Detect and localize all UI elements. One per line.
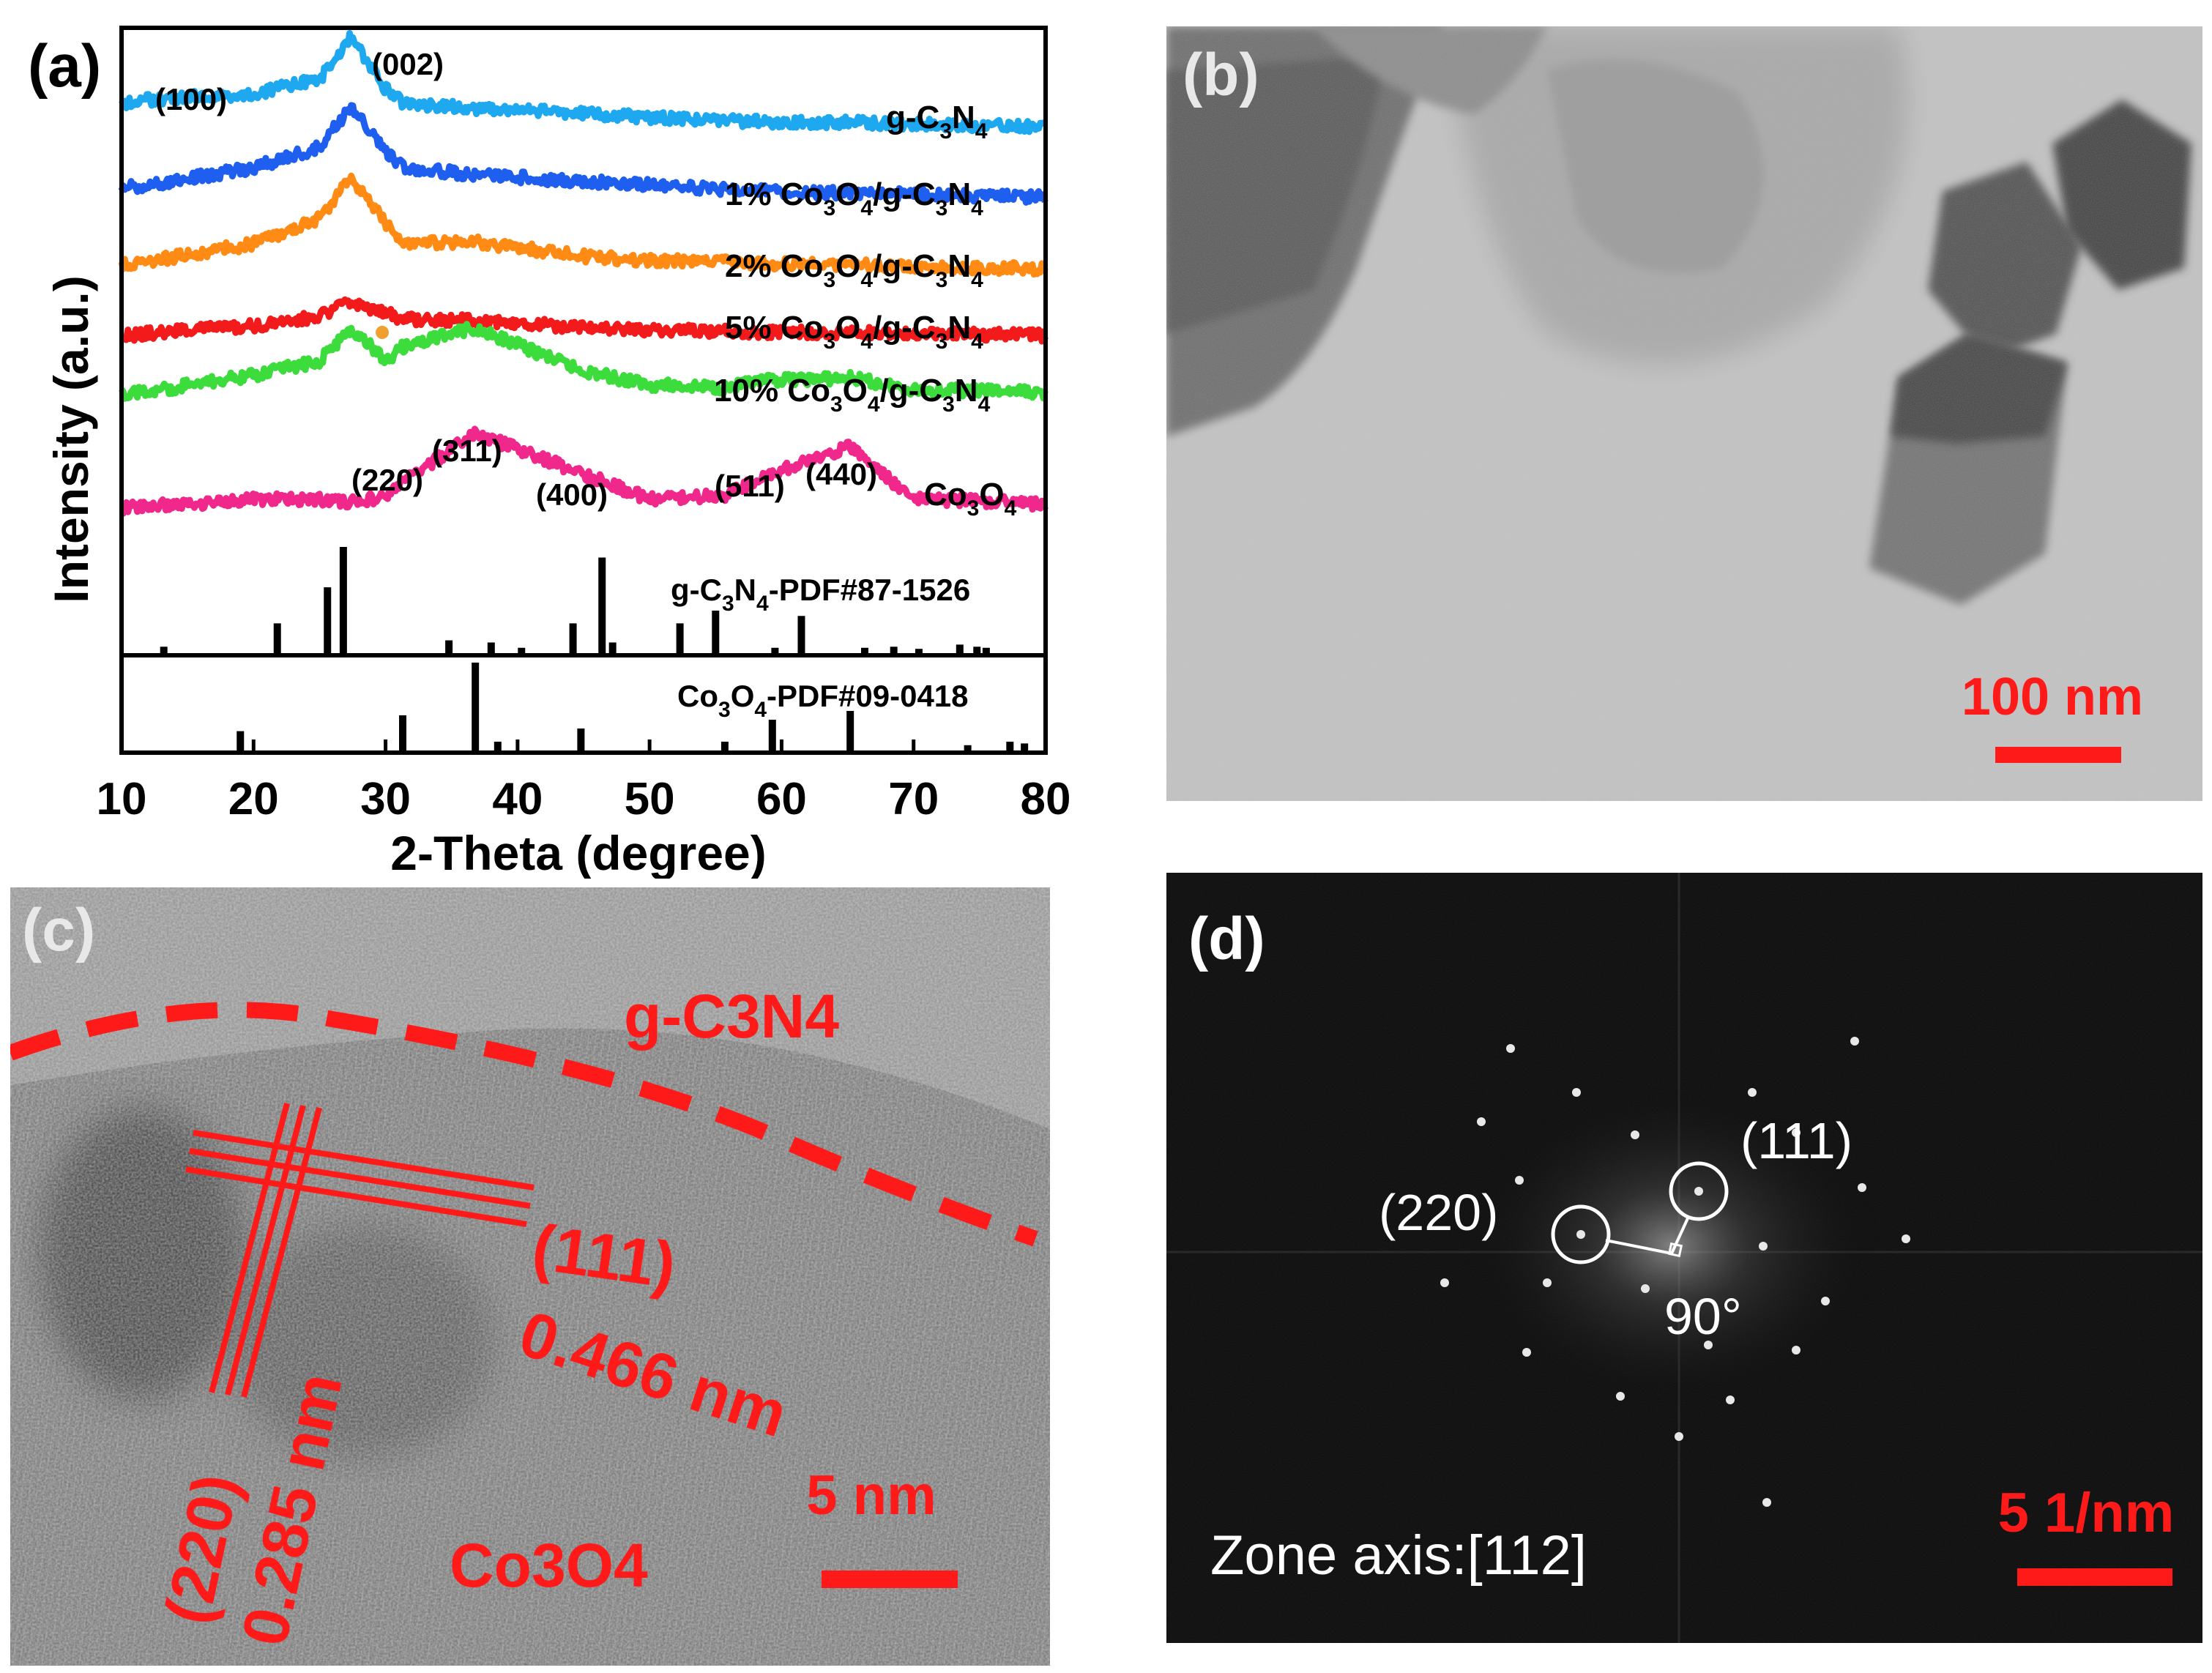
label-2pct: 2% Co3O4/g-C3N4 (725, 248, 983, 292)
xrd-series-line (118, 102, 1049, 206)
panel-b-scale-text: 100 nm (1962, 668, 2143, 726)
x-tick-label: 70 (888, 774, 939, 824)
xrd-chart: (a) Intensity (a.u.) 10 20 30 40 50 60 70 80 2-… (28, 26, 1071, 879)
diffraction-spot (1792, 1128, 1800, 1137)
peak-label-002: (002) (372, 47, 444, 81)
diffraction-spot (1641, 1284, 1650, 1293)
right-angle-marker (1667, 1242, 1683, 1258)
interface-dashed-line (10, 1002, 1038, 1247)
diffraction-spot (1506, 1044, 1515, 1053)
panel-c-scale-text: 5 nm (806, 1464, 936, 1527)
label-ref-gcn: g-C3N4-PDF#87-1526 (671, 573, 970, 616)
label-1pct: 1% Co3O4/g-C3N4 (725, 176, 983, 220)
diffraction-spot (1726, 1396, 1735, 1404)
peak-label-100: (100) (155, 82, 227, 116)
diffraction-spot (1576, 1230, 1585, 1239)
peak-label-220: (220) (351, 463, 423, 497)
panel-c-gcn-text: g-C3N4 (624, 982, 839, 1051)
fringe-111-markers (185, 1130, 535, 1227)
spot-circle-220 (1551, 1204, 1611, 1264)
diffraction-spot (1748, 1088, 1757, 1097)
xrd-series-line (119, 296, 1049, 345)
label-gcn: g-C3N4 (886, 100, 988, 144)
diffraction-spot (1440, 1278, 1449, 1287)
xrd-series-line (118, 30, 1049, 135)
fft-image: (d) (111) (220) 90° Zone axis:[112] 5 1/… (1166, 873, 2202, 1643)
diffraction-spot (1477, 1117, 1486, 1126)
diffraction-spot (1543, 1278, 1552, 1287)
spot-circle-111 (1669, 1161, 1729, 1221)
xrd-series-group (118, 30, 1049, 517)
x-tick-label: 10 (97, 774, 147, 824)
diffraction-spot (1522, 1348, 1531, 1357)
fringe-220-markers (209, 1102, 322, 1398)
panel-b-tem: (b) 100 nm (1166, 26, 2202, 801)
peak-label-440: (440) (805, 457, 877, 491)
diffraction-spot (1515, 1176, 1524, 1185)
panel-b-label: (b) (1183, 42, 1259, 108)
x-tick-label: 50 (625, 774, 675, 824)
panel-d-scale-bar (2017, 1568, 2172, 1586)
diffraction-spot (1762, 1498, 1771, 1507)
panel-d-zone-axis: Zone axis:[112] (1210, 1524, 1587, 1587)
peak-label-311: (311) (432, 433, 502, 468)
diffraction-spot (1616, 1392, 1625, 1401)
panel-d-fft: (d) (111) (220) 90° Zone axis:[112] 5 1/… (1166, 873, 2202, 1643)
panel-c-hrtem: (c) g-C3N4 (111) 0.466 nm (220) 0.285 nm… (10, 887, 1050, 1666)
label-co3o4: Co3O4 (924, 477, 1017, 521)
xrd-series-line (119, 321, 1049, 402)
diffraction-spot (1858, 1183, 1866, 1192)
panel-a-xrd: (a) Intensity (a.u.) 10 20 30 40 50 60 70 80 2-… (0, 0, 1142, 879)
panel-c-label: (c) (22, 897, 95, 964)
panel-b-scale-bar (1995, 747, 2121, 763)
x-tick-label: 60 (756, 774, 807, 824)
diffraction-spot (1902, 1234, 1910, 1243)
diffraction-spot (1694, 1187, 1703, 1196)
x-ticks-group: 10 20 30 40 50 60 70 80 (97, 739, 1071, 824)
diffraction-spot (1704, 1341, 1713, 1349)
x-tick-label: 30 (360, 774, 411, 824)
tem-image: (b) 100 nm (1166, 26, 2202, 801)
diffraction-spot (1821, 1297, 1830, 1305)
label-5pct: 5% Co3O4/g-C3N4 (725, 310, 983, 354)
diffraction-spot (1792, 1346, 1800, 1355)
label-10pct: 10% Co3O4/g-C3N4 (714, 373, 991, 417)
diffraction-spot (1850, 1037, 1859, 1046)
xrd-series-line (119, 425, 1049, 517)
impurity-marker (376, 326, 389, 339)
xrd-series-line (118, 172, 1049, 278)
diffraction-spot (1572, 1088, 1581, 1097)
panel-d-scale-text: 5 1/nm (1998, 1482, 2175, 1544)
reference-sticks-group (160, 547, 1029, 750)
x-tick-label: 40 (492, 774, 543, 824)
panel-c-co3o4-text: Co3O4 (450, 1531, 648, 1600)
label-ref-co3o4: Co3O4-PDF#09-0418 (677, 679, 969, 722)
panel-d-plane-111: (111) (1740, 1112, 1852, 1169)
x-tick-label: 80 (1021, 774, 1071, 824)
plot-frame (119, 26, 1048, 755)
hrtem-image: (c) g-C3N4 (111) 0.466 nm (220) 0.285 nm… (10, 887, 1050, 1666)
peak-label-400: (400) (536, 477, 608, 512)
diffraction-spot (1675, 1432, 1683, 1441)
peak-label-511: (511) (715, 469, 785, 503)
panel-d-plane-220: (220) (1379, 1184, 1498, 1241)
diffraction-spots-group (1440, 1037, 1910, 1507)
panel-d-angle: 90° (1664, 1288, 1742, 1345)
diffraction-spot (1631, 1130, 1639, 1139)
panel-a-label: (a) (28, 33, 101, 100)
panel-c-scale-bar (822, 1570, 958, 1588)
x-axis-label: 2-Theta (degree) (390, 826, 766, 879)
diffraction-spot (1759, 1242, 1768, 1251)
y-axis-label: Intensity (a.u.) (44, 275, 98, 603)
x-tick-label: 20 (228, 774, 279, 824)
panel-d-label: (d) (1188, 906, 1265, 972)
